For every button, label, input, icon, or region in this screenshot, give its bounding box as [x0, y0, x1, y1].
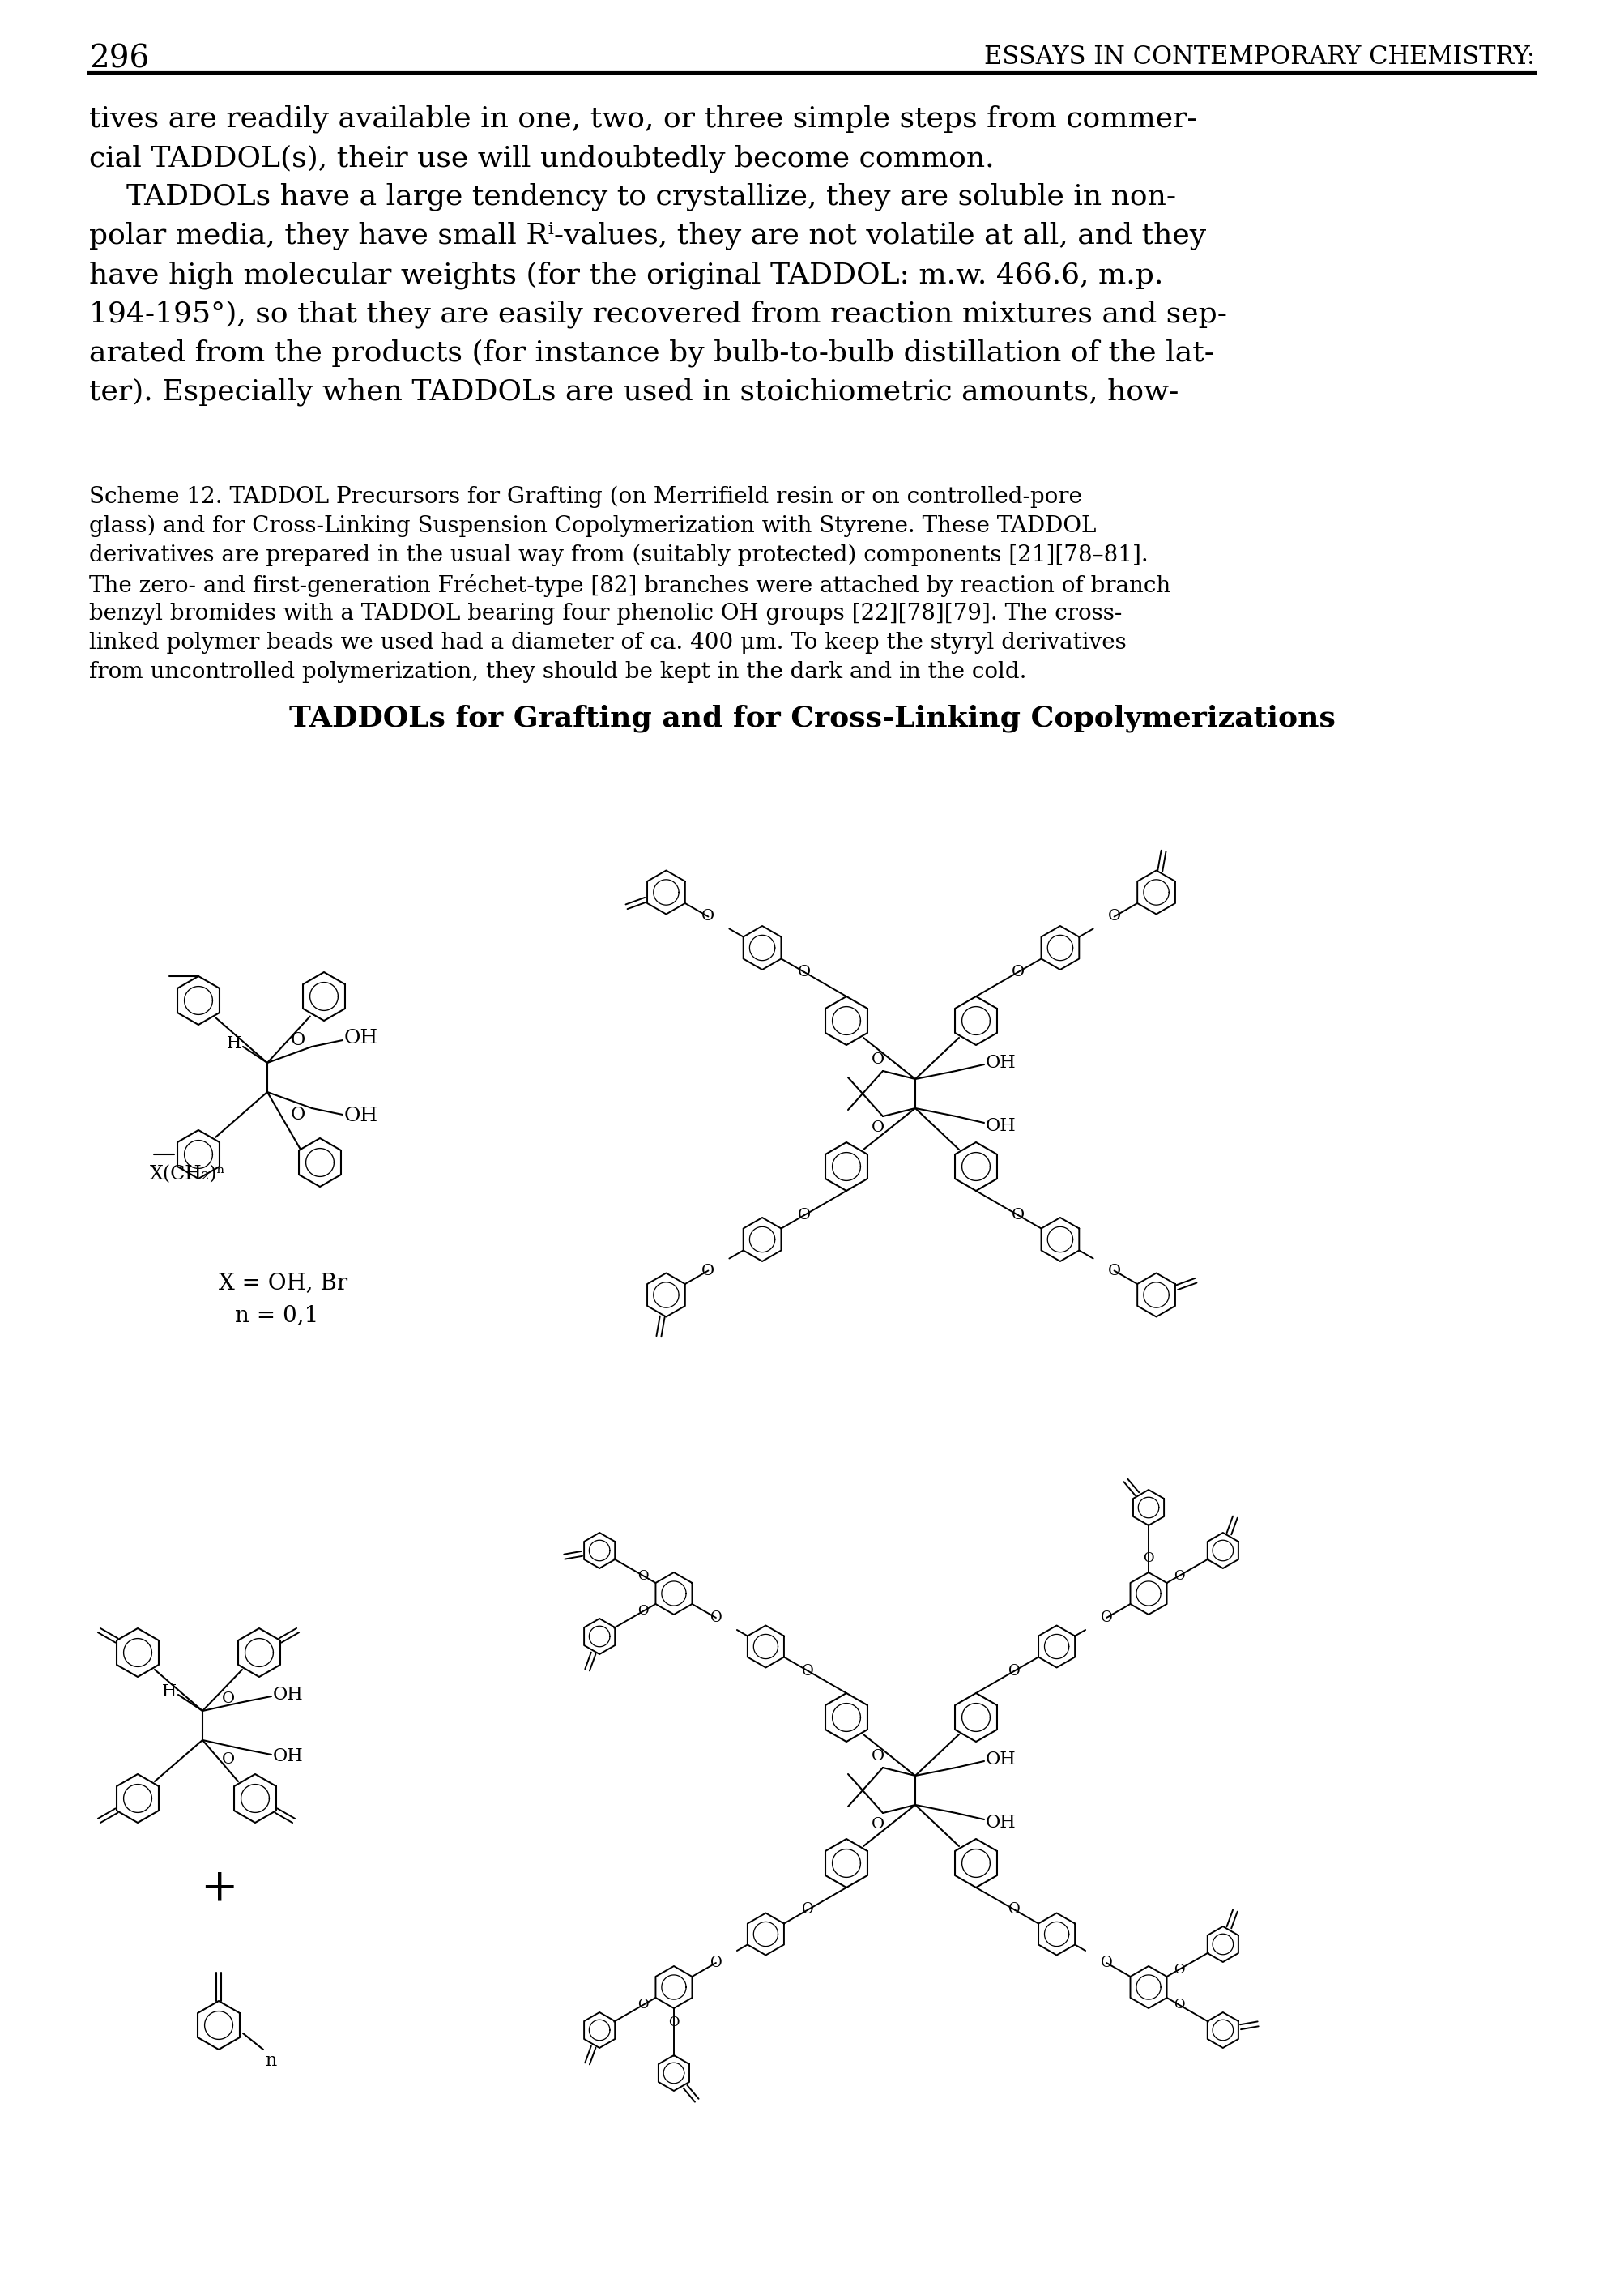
Text: TADDOLs have a large tendency to crystallize, they are soluble in non-: TADDOLs have a large tendency to crystal… — [89, 184, 1176, 211]
Text: O: O — [872, 1053, 885, 1067]
Text: OH: OH — [273, 1746, 304, 1765]
Text: ter). Especially when TADDOLs are used in stoichiometric amounts, how-: ter). Especially when TADDOLs are used i… — [89, 376, 1179, 406]
Text: O: O — [710, 1611, 723, 1625]
Text: O: O — [1012, 964, 1025, 980]
Text: O: O — [1143, 1551, 1155, 1565]
Text: O: O — [702, 909, 715, 925]
Text: cial TADDOL(s), their use will undoubtedly become common.: cial TADDOL(s), their use will undoubted… — [89, 145, 994, 172]
Text: Scheme 12. TADDOL Precursors for Grafting (on Merrifield resin or on controlled-: Scheme 12. TADDOL Precursors for Graftin… — [89, 487, 1082, 507]
Text: O: O — [1101, 1955, 1112, 1969]
Text: O: O — [638, 1604, 650, 1618]
Text: benzyl bromides with a TADDOL bearing four phenolic OH groups [22][78][79]. The : benzyl bromides with a TADDOL bearing fo… — [89, 604, 1122, 624]
Text: O: O — [222, 1753, 235, 1767]
Text: O: O — [638, 1999, 650, 2013]
Text: OH: OH — [986, 1751, 1017, 1769]
Text: arated from the products (for instance by bulb-to-bulb distillation of the lat-: arated from the products (for instance b… — [89, 340, 1215, 367]
Text: TADDOLs for Grafting and for Cross-Linking Copolymerizations: TADDOLs for Grafting and for Cross-Linki… — [289, 705, 1335, 732]
Text: O: O — [872, 1749, 885, 1763]
Text: O: O — [1108, 909, 1121, 925]
Text: OH: OH — [986, 1053, 1017, 1072]
Text: ESSAYS IN CONTEMPORARY CHEMISTRY:: ESSAYS IN CONTEMPORARY CHEMISTRY: — [984, 44, 1535, 69]
Text: H: H — [227, 1035, 242, 1051]
Text: O: O — [702, 1262, 715, 1278]
Text: OH: OH — [986, 1813, 1017, 1831]
Text: O: O — [1012, 1207, 1025, 1223]
Text: O: O — [1108, 1262, 1121, 1278]
Text: H: H — [162, 1685, 177, 1698]
Text: O: O — [797, 964, 810, 980]
Text: +: + — [200, 1866, 237, 1909]
Text: O: O — [802, 1903, 814, 1916]
Text: glass) and for Cross-Linking Suspension Copolymerization with Styrene. These TAD: glass) and for Cross-Linking Suspension … — [89, 514, 1096, 537]
Text: 296: 296 — [89, 44, 149, 73]
Text: O: O — [291, 1030, 305, 1049]
Text: O: O — [710, 1955, 723, 1969]
Text: n = 0,1: n = 0,1 — [235, 1304, 318, 1327]
Text: OH: OH — [273, 1687, 304, 1703]
Text: O: O — [802, 1664, 814, 1678]
Text: O: O — [638, 1570, 650, 1584]
Text: n: n — [265, 2052, 276, 2070]
Text: O: O — [1009, 1664, 1020, 1678]
Text: OH: OH — [344, 1106, 378, 1125]
Text: O: O — [872, 1818, 885, 1831]
Text: linked polymer beads we used had a diameter of ca. 400 μm. To keep the styryl de: linked polymer beads we used had a diame… — [89, 631, 1127, 654]
Text: O: O — [1101, 1611, 1112, 1625]
Text: O: O — [669, 2015, 679, 2029]
Text: X(CH₂)ⁿ: X(CH₂)ⁿ — [149, 1166, 226, 1184]
Text: OH: OH — [986, 1118, 1017, 1136]
Text: O: O — [1009, 1903, 1020, 1916]
Text: O: O — [1174, 1570, 1184, 1584]
Text: O: O — [291, 1106, 305, 1125]
Text: O: O — [872, 1120, 885, 1136]
Text: The zero- and first-generation Fréchet-type [82] branches were attached by react: The zero- and first-generation Fréchet-t… — [89, 574, 1171, 597]
Text: tives are readily available in one, two, or three simple steps from commer-: tives are readily available in one, two,… — [89, 106, 1197, 133]
Text: O: O — [222, 1691, 235, 1705]
Text: derivatives are prepared in the usual way from (suitably protected) components [: derivatives are prepared in the usual wa… — [89, 544, 1148, 567]
Text: O: O — [797, 1207, 810, 1223]
Text: polar media, they have small Rⁱ-values, they are not volatile at all, and they: polar media, they have small Rⁱ-values, … — [89, 223, 1207, 250]
Text: from uncontrolled polymerization, they should be kept in the dark and in the col: from uncontrolled polymerization, they s… — [89, 661, 1026, 684]
Text: O: O — [1174, 1962, 1184, 1976]
Text: have high molecular weights (for the original TADDOL: m.w. 466.6, m.p.: have high molecular weights (for the ori… — [89, 262, 1163, 289]
Text: OH: OH — [344, 1028, 378, 1049]
Text: O: O — [1174, 1999, 1184, 2013]
Text: X = OH, Br: X = OH, Br — [219, 1271, 348, 1294]
Text: 194-195°), so that they are easily recovered from reaction mixtures and sep-: 194-195°), so that they are easily recov… — [89, 301, 1228, 328]
